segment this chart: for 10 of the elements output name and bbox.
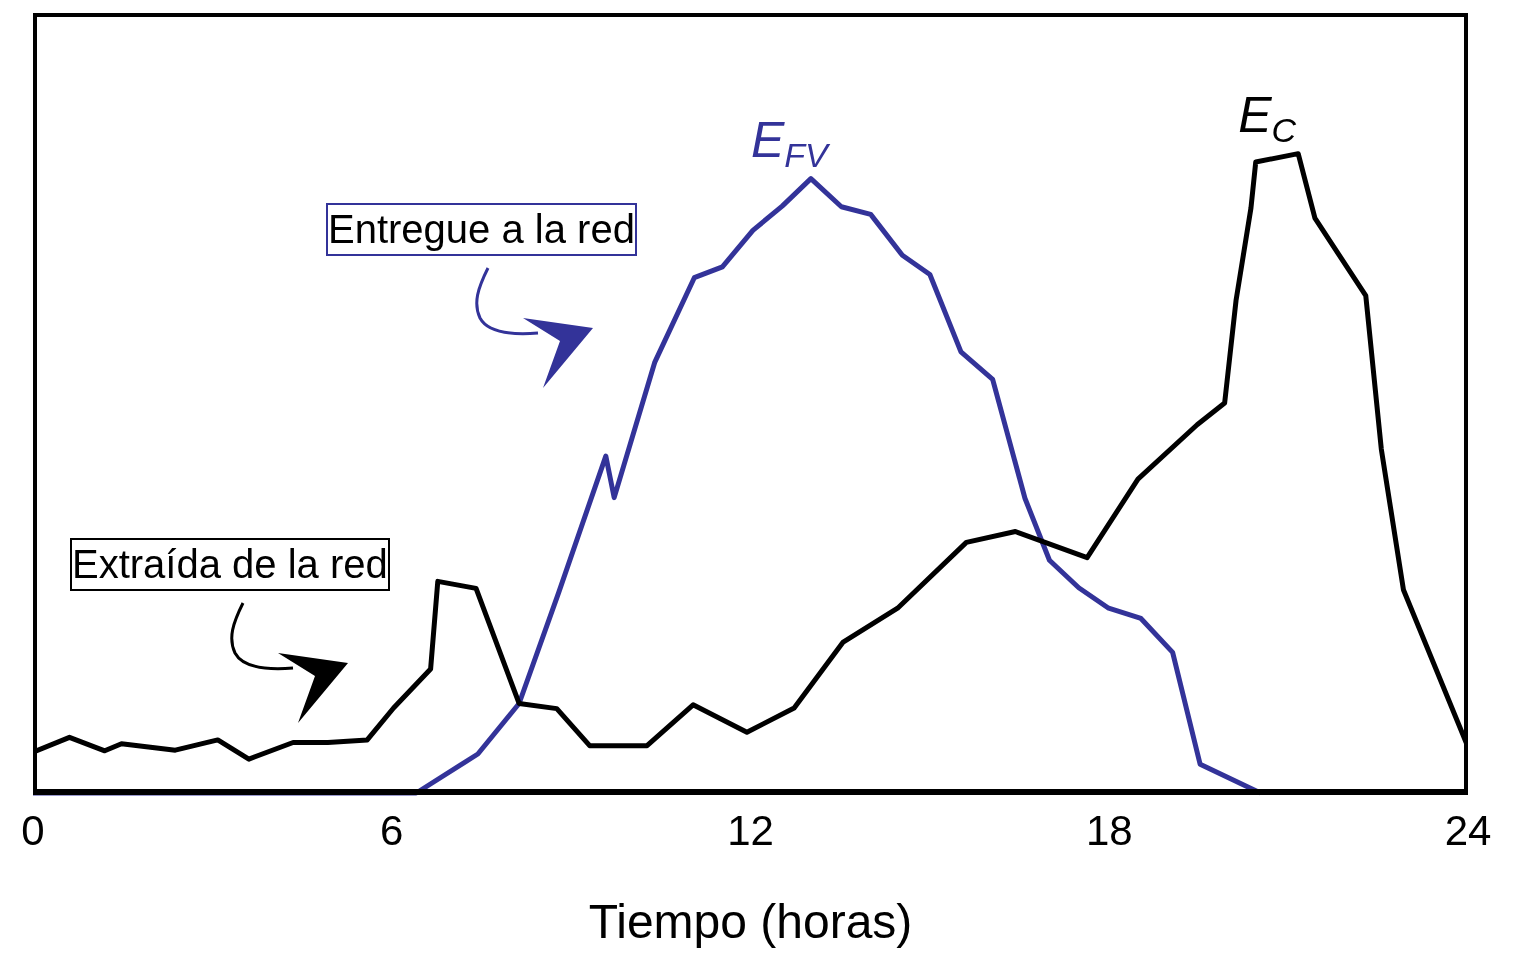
x-tick-label: 6 bbox=[380, 806, 404, 854]
x-tick-label: 18 bbox=[1085, 806, 1133, 854]
series-label: E$_{FV}$ bbox=[750, 111, 832, 174]
x-tick-label: 0 bbox=[21, 806, 45, 854]
x-axis-title: Tiempo (horas) bbox=[588, 895, 913, 948]
x-tick-label: 12 bbox=[727, 806, 774, 854]
x-tick-label: 24 bbox=[1444, 806, 1492, 854]
annotation: Entregue a la red bbox=[326, 203, 637, 256]
series-label: E$_{C}$ bbox=[1238, 86, 1297, 149]
annotation: Extraída de la red bbox=[70, 538, 390, 591]
